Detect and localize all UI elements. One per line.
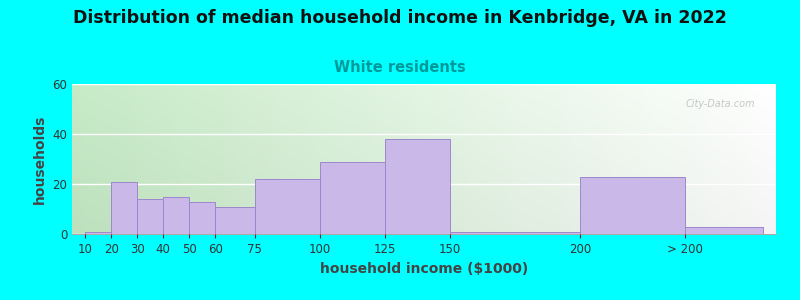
Bar [85,232,111,234]
Bar [685,226,763,234]
Bar [450,232,581,234]
Bar [137,199,163,234]
Bar [111,182,137,234]
Bar [254,179,320,234]
Bar [581,176,685,234]
Bar [163,196,190,234]
Bar [320,161,385,234]
Text: Distribution of median household income in Kenbridge, VA in 2022: Distribution of median household income … [73,9,727,27]
X-axis label: household income ($1000): household income ($1000) [320,262,528,276]
Bar [190,202,215,234]
Y-axis label: households: households [33,114,46,204]
Bar [385,139,450,234]
Text: City-Data.com: City-Data.com [686,99,755,109]
Text: White residents: White residents [334,60,466,75]
Bar [215,206,254,234]
